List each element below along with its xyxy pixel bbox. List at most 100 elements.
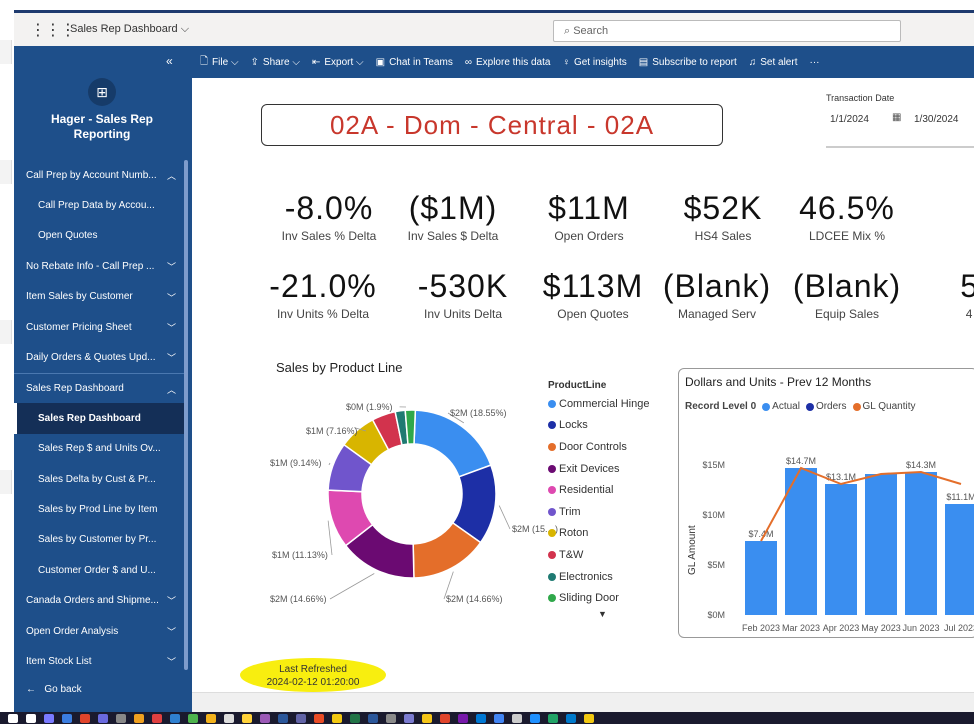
sidebar-item-5[interactable]: Customer Pricing Sheet ﹀ xyxy=(14,312,184,342)
taskbar-app-icon[interactable] xyxy=(224,713,234,723)
donut-leader-line xyxy=(443,571,454,600)
taskbar-app-icon[interactable] xyxy=(440,713,450,723)
taskbar-app-icon[interactable] xyxy=(98,713,108,723)
chat-in-teams-button[interactable]: ▣ Chat in Teams xyxy=(376,57,453,68)
legend-item[interactable]: Door Controls xyxy=(548,436,649,458)
taskbar-app-icon[interactable] xyxy=(152,713,162,723)
sidebar-item-10[interactable]: Sales Delta by Cust & Pr... xyxy=(14,464,184,494)
taskbar-app-icon[interactable] xyxy=(188,713,198,723)
collapse-sidebar-icon[interactable]: « xyxy=(166,54,173,68)
taskbar-app-icon[interactable] xyxy=(296,713,306,723)
bar[interactable] xyxy=(785,468,817,615)
taskbar-app-icon[interactable] xyxy=(80,713,90,723)
date-range-slider[interactable] xyxy=(826,146,974,152)
taskbar-app-icon[interactable] xyxy=(170,713,180,723)
taskbar-app-icon[interactable] xyxy=(278,713,288,723)
sidebar-item-6[interactable]: Daily Orders & Quotes Upd... ﹀ xyxy=(14,342,184,372)
bar[interactable] xyxy=(745,541,777,615)
chevron-down-icon[interactable]: ﹀ xyxy=(166,292,176,303)
sidebar-item-8[interactable]: Sales Rep Dashboard xyxy=(14,403,184,434)
explore-data-button[interactable]: ∞ Explore this data xyxy=(465,57,551,68)
set-alert-button[interactable]: ♫ Set alert xyxy=(749,57,798,68)
taskbar-app-icon[interactable] xyxy=(584,713,594,723)
taskbar-app-icon[interactable] xyxy=(422,713,432,723)
sidebar-item-3[interactable]: No Rebate Info - Call Prep ... ﹀ xyxy=(14,251,184,281)
taskbar-app-icon[interactable] xyxy=(44,713,54,723)
taskbar-app-icon[interactable] xyxy=(8,713,18,723)
taskbar-app-icon[interactable] xyxy=(476,713,486,723)
legend-item[interactable]: Electronics xyxy=(548,566,649,588)
chevron-up-icon[interactable]: ︿ xyxy=(166,171,176,181)
legend-scroll-down-icon[interactable]: ▼ xyxy=(598,608,607,619)
legend-item[interactable]: T&W xyxy=(548,544,649,566)
taskbar-app-icon[interactable] xyxy=(242,713,252,723)
taskbar-app-icon[interactable] xyxy=(548,713,558,723)
taskbar-app-icon[interactable] xyxy=(134,713,144,723)
chevron-down-icon[interactable]: ﹀ xyxy=(166,596,176,607)
taskbar-app-icon[interactable] xyxy=(206,713,216,723)
taskbar-app-icon[interactable] xyxy=(62,713,72,723)
chevron-down-icon[interactable]: ﹀ xyxy=(166,353,176,364)
chevron-down-icon[interactable]: ﹀ xyxy=(166,262,176,273)
taskbar-app-icon[interactable] xyxy=(350,713,360,723)
sidebar-item-11[interactable]: Sales by Prod Line by Item xyxy=(14,494,184,524)
taskbar-app-icon[interactable] xyxy=(566,713,576,723)
sidebar-item-15[interactable]: Open Order Analysis ﹀ xyxy=(14,616,184,646)
legend-item[interactable]: Sliding Door xyxy=(548,587,649,609)
calendar-icon[interactable]: ▦ xyxy=(892,112,902,123)
chevron-up-icon[interactable]: ︿ xyxy=(166,384,176,395)
search-input[interactable]: ⌕ Search xyxy=(553,20,901,42)
sidebar-item-2[interactable]: Open Quotes xyxy=(14,221,184,251)
taskbar-app-icon[interactable] xyxy=(332,713,342,723)
more-options-button[interactable]: ··· xyxy=(809,57,819,68)
donut-slice[interactable] xyxy=(413,409,492,478)
sidebar-item-12[interactable]: Sales by Customer by Pr... xyxy=(14,525,184,555)
bar[interactable] xyxy=(865,474,897,615)
bar[interactable] xyxy=(905,472,937,615)
sidebar-item-16[interactable]: Item Stock List ﹀ xyxy=(14,646,184,676)
sidebar-item-4[interactable]: Item Sales by Customer ﹀ xyxy=(14,282,184,312)
sidebar-item-0[interactable]: Call Prep by Account Numb... ︿ xyxy=(14,160,184,190)
legend-item[interactable]: Trim xyxy=(548,501,649,523)
date-from-input[interactable]: 1/1/2024 xyxy=(830,114,869,125)
file-menu[interactable]: 🗋 File ⌵ xyxy=(200,54,239,71)
report-name-dropdown[interactable]: Sales Rep Dashboard ⌵ xyxy=(70,23,189,36)
taskbar-app-icon[interactable] xyxy=(368,713,378,723)
sidebar-item-13[interactable]: Customer Order $ and U... xyxy=(14,555,184,585)
share-menu[interactable]: ⇪ Share ⌵ xyxy=(250,56,300,68)
taskbar-app-icon[interactable] xyxy=(260,713,270,723)
taskbar-app-icon[interactable] xyxy=(512,713,522,723)
sidebar-item-9[interactable]: Sales Rep $ and Units Ov... xyxy=(14,434,184,464)
date-to-input[interactable]: 1/30/2024 xyxy=(914,114,959,125)
taskbar-app-icon[interactable] xyxy=(404,713,414,723)
chevron-down-icon[interactable]: ﹀ xyxy=(166,657,176,668)
app-launcher-icon[interactable]: ⋮⋮⋮ xyxy=(30,22,76,39)
taskbar-app-icon[interactable] xyxy=(314,713,324,723)
legend-item[interactable]: Roton xyxy=(548,523,649,545)
taskbar-app-icon[interactable] xyxy=(530,713,540,723)
legend-item[interactable]: Locks xyxy=(548,415,649,437)
subscribe-button[interactable]: ▤ Subscribe to report xyxy=(639,57,737,68)
sidebar-item-7[interactable]: Sales Rep Dashboard ︿ xyxy=(14,372,184,403)
legend-gl-quantity: GL Quantity xyxy=(862,401,916,412)
donut-slice[interactable] xyxy=(404,409,417,445)
chevron-down-icon[interactable]: ﹀ xyxy=(166,322,176,333)
sidebar-item-1[interactable]: Call Prep Data by Accou... xyxy=(14,190,184,220)
legend-item[interactable]: Residential xyxy=(548,479,649,501)
bar[interactable] xyxy=(825,484,857,615)
sidebar-item-14[interactable]: Canada Orders and Shipme... ﹀ xyxy=(14,585,184,615)
bar[interactable] xyxy=(945,504,974,615)
export-menu[interactable]: ⇤ Export ⌵ xyxy=(311,56,364,68)
legend-item[interactable]: Exit Devices xyxy=(548,458,649,480)
taskbar-app-icon[interactable] xyxy=(458,713,468,723)
taskbar-app-icon[interactable] xyxy=(26,713,36,723)
sidebar-scrollbar[interactable] xyxy=(184,160,188,670)
legend-item[interactable]: Commercial Hinge xyxy=(548,393,649,415)
chevron-down-icon[interactable]: ﹀ xyxy=(166,626,176,637)
gl-quantity-line[interactable] xyxy=(760,466,962,542)
taskbar-app-icon[interactable] xyxy=(494,713,504,723)
go-back-button[interactable]: ← Go back xyxy=(26,684,82,695)
taskbar-app-icon[interactable] xyxy=(116,713,126,723)
get-insights-button[interactable]: ♀ Get insights xyxy=(562,57,626,68)
taskbar-app-icon[interactable] xyxy=(386,713,396,723)
